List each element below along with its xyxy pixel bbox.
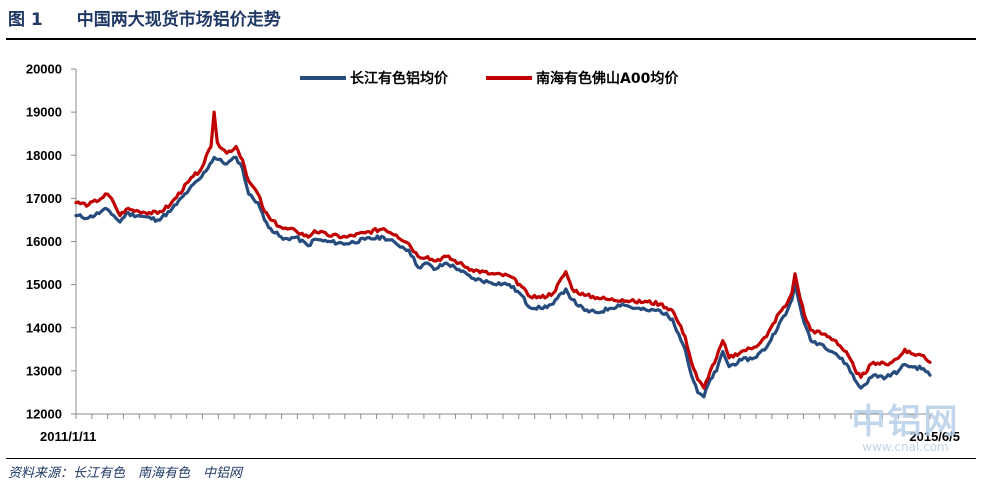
chart-title: 中国两大现货市场铝价走势 — [76, 9, 281, 30]
series-nanhai-line — [74, 110, 932, 390]
chart-legend: 长江有色铝均价 南海有色佛山A00均价 — [300, 70, 679, 87]
y-tick-label: 14000 — [26, 320, 62, 335]
legend-changjiang-label: 长江有色铝均价 — [350, 70, 449, 87]
chart-axes: 12000 13000 14000 15000 16000 17000 18000 19000… — [26, 62, 960, 445]
y-tick-label: 15000 — [26, 277, 62, 292]
watermark-text: 中铝网 — [851, 402, 960, 442]
watermark-url: www.cnal.com — [862, 440, 949, 454]
source-note: 资料来源：长江有色 南海有色 中铝网 — [8, 466, 243, 481]
y-tick-label: 20000 — [26, 62, 62, 77]
figure-title: 图 1 中国两大现货市场铝价走势 — [8, 4, 281, 30]
y-tick-label: 12000 — [26, 407, 62, 422]
series-layer — [74, 110, 932, 399]
x-start-label: 2011/1/11 — [40, 429, 96, 444]
figure-number: 图 1 — [8, 9, 43, 30]
y-tick-label: 18000 — [26, 148, 62, 163]
series-changjiang-line — [74, 155, 932, 399]
y-tick-label: 17000 — [26, 191, 62, 206]
legend-nanhai-label: 南海有色佛山A00均价 — [536, 70, 679, 87]
top-rule — [6, 38, 976, 40]
watermark-logo: 中铝网 www.cnal.com — [848, 404, 963, 454]
y-tick-label: 16000 — [26, 234, 62, 249]
bottom-rule — [6, 458, 976, 459]
x-end-label: 2015/6/5 — [909, 429, 960, 444]
y-tick-label: 19000 — [26, 105, 62, 120]
y-tick-label: 13000 — [26, 363, 62, 378]
